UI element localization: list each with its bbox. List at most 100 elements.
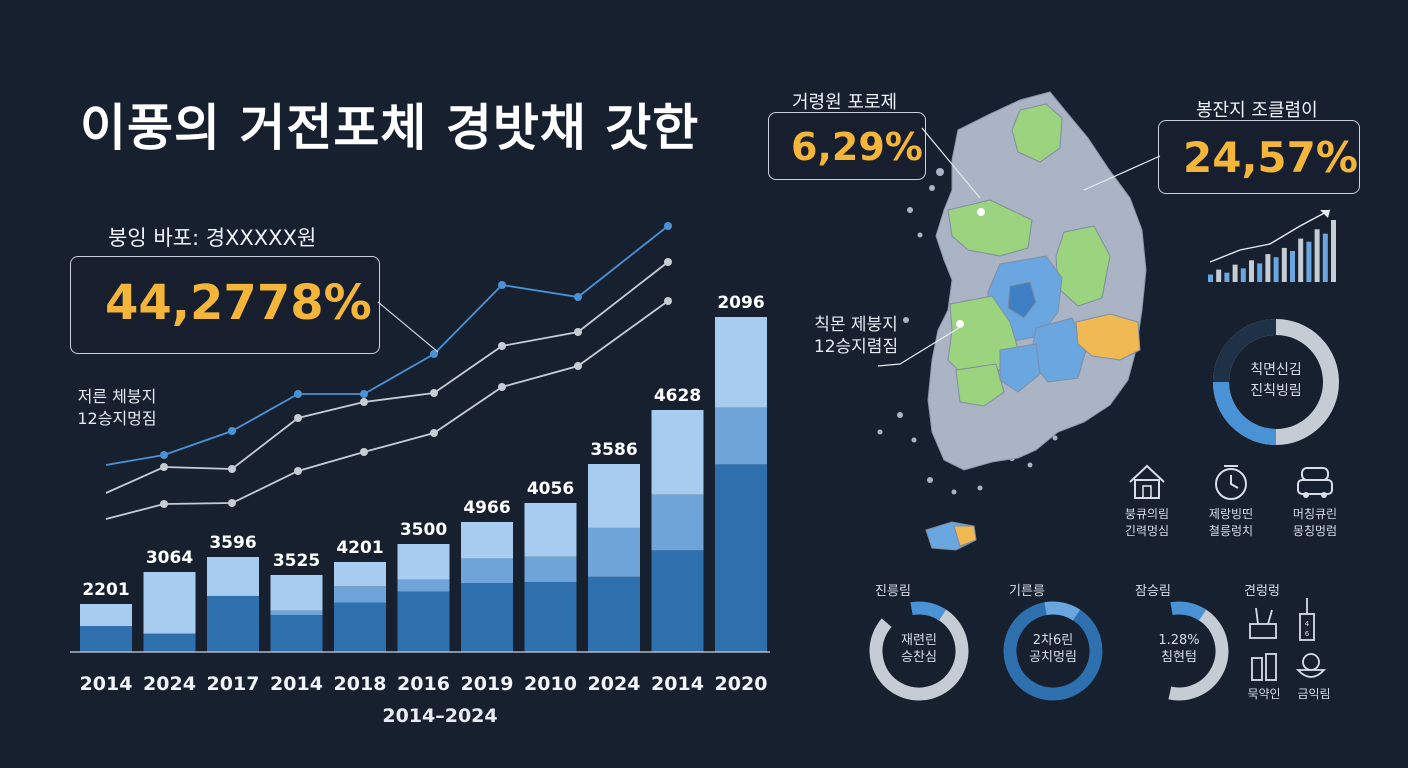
mini-bars-layer [1208, 220, 1336, 282]
trend-arrow-head [1320, 210, 1330, 218]
car-icon [1297, 467, 1333, 498]
map-left-connector [921, 127, 981, 199]
map-inner-label: 칙몬 제붕지 12승지렴짐 [813, 315, 899, 357]
x-tick-label: 2020 [715, 673, 768, 695]
x-tick-labels: 2014 2024 2017 2014 2018 2016 2019 2010 2024 2014… [80, 673, 768, 695]
line-point [160, 451, 168, 459]
mini-bar [1216, 269, 1222, 282]
bar-segment [461, 558, 513, 584]
line-point [294, 414, 302, 422]
small-donut-ring [1129, 601, 1229, 701]
map-left-callout-box: 6,29% [768, 112, 926, 180]
map-left-callout-label: 거령원 포로제 [792, 92, 898, 113]
icon-row: 붕큐의림 긴력멍심 제랑빙띤 쳘릉렁치 머칭큐린 몽칭멍럼 [1112, 462, 1362, 552]
mini-bar [1306, 241, 1312, 282]
map-right-callout-box: 24,57% [1158, 120, 1360, 194]
mini-bar [1281, 247, 1287, 282]
x-axis-label: 2014–2024 [382, 705, 497, 727]
mini-bar [1257, 263, 1263, 282]
line-point [360, 448, 368, 456]
line-point [574, 293, 582, 301]
line-point [664, 222, 672, 230]
bar-data-label: 4201 [336, 538, 383, 558]
map-region-center-darkblue [1007, 281, 1037, 319]
small-donut-center-label: 재련린 승찬심 [901, 633, 937, 665]
line-point [294, 467, 302, 475]
bar-segment [397, 544, 450, 580]
map-region-south-green [955, 363, 1005, 407]
bar-segment [334, 602, 386, 652]
line-point [430, 350, 438, 358]
mini-bar [1322, 233, 1328, 282]
bar-segment [715, 407, 767, 465]
mini-trend-chart [1208, 209, 1336, 282]
bar-segment [270, 615, 323, 652]
bar-segment [334, 562, 386, 587]
svg-text:4: 4 [1305, 620, 1310, 628]
x-tick-label: 2019 [461, 673, 514, 695]
icon-group: 견렁렁 4 6 묵약인 금익림 [1232, 580, 1352, 710]
side-label: 저른 체붕지 12승지멍짐 [77, 387, 157, 428]
map-right-callout-label: 봉잔지 조클렴이 [1196, 100, 1318, 121]
mini-bar [1265, 254, 1271, 282]
icon-group-title: 견렁렁 [1244, 584, 1280, 599]
map-region-jeju-orange [953, 525, 977, 547]
mini-bar [1298, 238, 1304, 282]
line-point [664, 297, 672, 305]
line-point [360, 398, 368, 406]
small-donut-ring [1003, 601, 1103, 701]
lines-layer [105, 222, 672, 520]
small-donut-accent [869, 601, 969, 701]
bar-data-label: 2201 [82, 580, 129, 600]
map-region-south-blue [999, 343, 1041, 393]
bar-data-label: 4056 [527, 479, 574, 499]
bar-segment [270, 575, 323, 611]
line-point [430, 389, 438, 397]
line-point [574, 362, 582, 370]
big-donut [1213, 319, 1339, 445]
bar-segment [461, 583, 513, 652]
x-tick-label: 2010 [524, 673, 577, 695]
bar-segment [397, 591, 450, 652]
icon-item-house: 붕큐의림 긴력멍심 [1112, 462, 1182, 540]
mini-bar [1273, 257, 1279, 282]
line-point [228, 427, 236, 435]
bar-segment [524, 503, 577, 557]
small-donut: 잠승림 1.28% 침현텀 [1118, 580, 1238, 710]
small-donut-title: 기른릉 [1009, 584, 1045, 599]
small-donut-ring [869, 601, 969, 701]
mini-bar [1224, 272, 1230, 282]
bar-data-label: 3525 [273, 551, 320, 571]
bottle-icon: 4 6 [1299, 598, 1315, 641]
bar-segment [651, 410, 704, 495]
small-donut-center-label: 1.28% 침현텀 [1158, 633, 1200, 665]
bar-segment [80, 604, 132, 627]
bar-data-label: 4628 [654, 386, 701, 406]
icon-group-label-3: 금익림 [1297, 687, 1331, 701]
line-point [228, 465, 236, 473]
x-tick-label: 2014 [270, 673, 323, 695]
bar-data-label: 3064 [146, 548, 193, 568]
bar-segment [715, 317, 767, 408]
map-region-orange [1075, 313, 1141, 361]
svg-text:6: 6 [1305, 630, 1310, 638]
map-right-callout-value: 24,57% [1183, 133, 1358, 182]
bar-segment [143, 633, 196, 652]
bar-segment [397, 579, 450, 592]
big-donut-dark-arc [1213, 319, 1277, 383]
left-callout-value: 44,2778% [105, 275, 372, 331]
main-chart: 2201 3064 3596 3525 4201 3500 4966 4056 3586 4628… [70, 222, 770, 727]
x-tick-label: 2014 [80, 673, 133, 695]
house-icon [1129, 464, 1165, 499]
x-tick-label: 2017 [207, 673, 260, 695]
left-callout-box: 44,2778% [70, 256, 380, 354]
line-point [664, 258, 672, 266]
bar-data-label: 3596 [209, 533, 256, 553]
left-callout-connector [377, 301, 439, 353]
bar-data-label: 4966 [463, 498, 510, 518]
line-point [294, 390, 302, 398]
bar-data-label: 3500 [400, 520, 447, 540]
small-donut-title: 잠승림 [1135, 584, 1171, 599]
clock-icon [1215, 465, 1247, 500]
icon-item-house-label: 붕큐의림 긴력멍심 [1124, 507, 1170, 538]
